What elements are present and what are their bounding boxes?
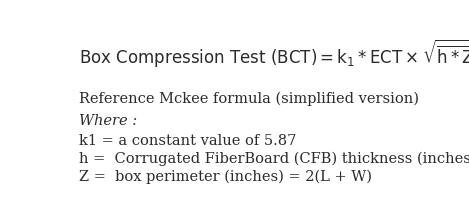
Text: k1 = a constant value of 5.87: k1 = a constant value of 5.87 xyxy=(79,134,296,148)
Text: Where :: Where : xyxy=(79,114,137,128)
Text: $\mathrm{Box\ Compression\ Test\ (BCT)} = \mathrm{k_1} * \mathrm{ECT} \times \sq: $\mathrm{Box\ Compression\ Test\ (BCT)} … xyxy=(79,37,469,69)
Text: Reference Mckee formula (simplified version): Reference Mckee formula (simplified vers… xyxy=(79,91,419,106)
Text: h =  Corrugated FiberBoard (CFB) thickness (inches): h = Corrugated FiberBoard (CFB) thicknes… xyxy=(79,152,469,166)
Text: Z =  box perimeter (inches) = 2(L + W): Z = box perimeter (inches) = 2(L + W) xyxy=(79,170,371,184)
